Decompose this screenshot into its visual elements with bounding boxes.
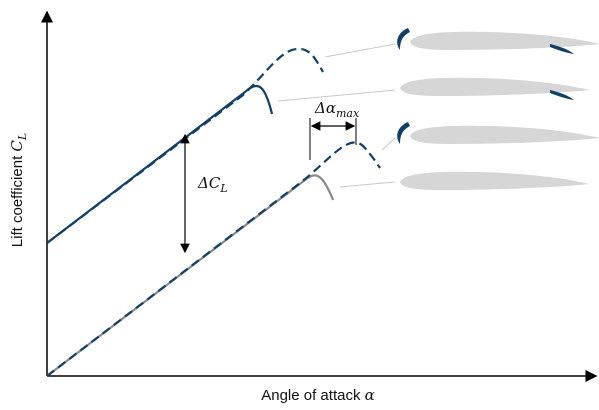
baseline-curve	[47, 175, 333, 376]
diagram: ΔCL Δαmax Lift coefficient CL Angle of a…	[0, 0, 599, 410]
delta-cl-label: ΔCL	[197, 174, 228, 195]
y-axis-label: Lift coefficient CL	[8, 133, 29, 247]
x-axis-label: Angle of attack α	[261, 386, 375, 404]
airfoil-clean	[400, 172, 590, 190]
airfoil-slat	[397, 122, 599, 144]
airfoil-slat-flap	[397, 28, 599, 54]
delta-alpha-label: Δαmax	[314, 99, 360, 120]
page: {"axes": {"y_label": "Lift coefficient",…	[0, 0, 599, 410]
flap-curve	[47, 86, 272, 243]
airfoil-flap	[400, 78, 590, 100]
